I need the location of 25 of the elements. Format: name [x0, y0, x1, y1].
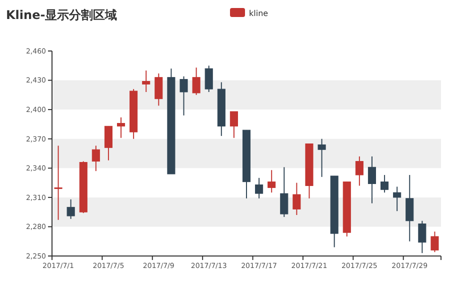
candlestick: [355, 156, 364, 186]
candlestick: [368, 156, 376, 204]
candlestick: [280, 166, 288, 218]
chart-title: Kline-显示分割区域: [6, 8, 118, 22]
candlestick: [393, 186, 402, 212]
candlestick: [255, 177, 264, 199]
candlestick: [142, 70, 150, 92]
candlestick: [430, 231, 439, 253]
candlestick: [292, 182, 301, 216]
candlestick: [230, 111, 238, 138]
candlestick: [117, 116, 126, 138]
candlestick: [204, 65, 213, 92]
candlestick: [406, 174, 414, 242]
candlestick: [180, 76, 188, 116]
candlestick: [104, 126, 112, 161]
candlestick: [318, 138, 326, 178]
candlestick: [154, 72, 163, 106]
candlestick: [54, 145, 62, 220]
candlestick: [418, 220, 426, 254]
candlestick: [380, 174, 389, 194]
candlestick: [92, 145, 100, 172]
candlestick: [268, 170, 276, 194]
candlestick: [66, 198, 75, 220]
candlestick: [192, 67, 200, 96]
legend-label: kline: [249, 9, 268, 18]
